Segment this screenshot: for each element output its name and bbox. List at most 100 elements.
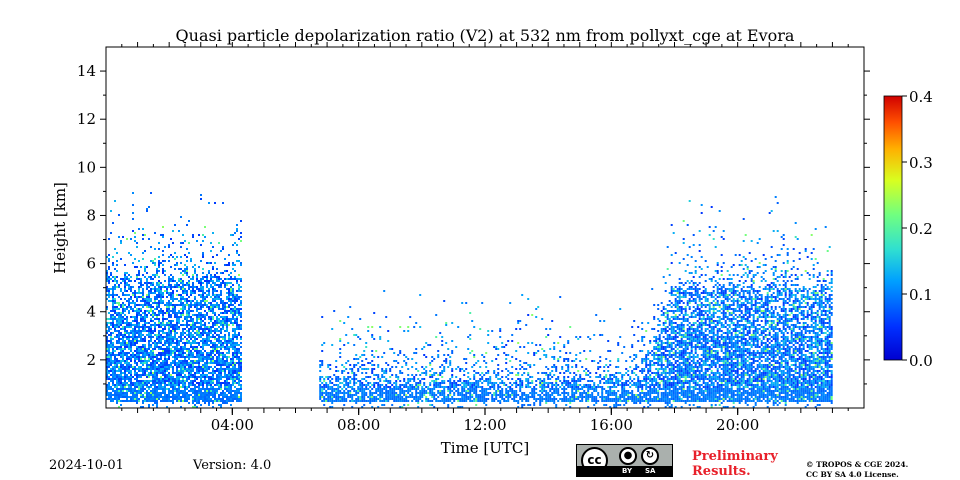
heatmap-cell	[148, 352, 150, 354]
heatmap-cell	[563, 394, 566, 396]
heatmap-cell	[128, 340, 130, 342]
heatmap-cell	[555, 404, 558, 406]
heatmap-cell	[126, 392, 128, 394]
heatmap-cell	[571, 386, 574, 388]
heatmap-cell	[206, 344, 208, 346]
heatmap-cell	[216, 400, 218, 402]
heatmap-cell	[162, 254, 164, 256]
heatmap-cell	[343, 396, 346, 398]
heatmap-cell	[116, 396, 118, 398]
heatmap-cell	[124, 348, 126, 350]
heatmap-cell	[224, 318, 226, 320]
heatmap-cell	[371, 384, 374, 386]
heatmap-cell	[200, 328, 202, 330]
heatmap-cell	[174, 224, 176, 226]
heatmap-cell	[455, 368, 458, 370]
heatmap-cell	[138, 370, 140, 372]
heatmap-cell	[182, 352, 184, 354]
heatmap-cell	[202, 240, 204, 242]
heatmap-cell	[487, 384, 490, 386]
heatmap-cell	[379, 392, 382, 394]
heatmap-cell	[451, 384, 454, 386]
heatmap-cell	[168, 374, 170, 376]
heatmap-cell	[363, 354, 366, 356]
heatmap-cell	[164, 246, 166, 248]
heatmap-cell	[136, 402, 138, 404]
heatmap-cell	[218, 338, 220, 340]
heatmap-cell	[180, 368, 182, 370]
heatmap-cell	[110, 398, 112, 400]
heatmap-cell	[497, 372, 500, 374]
heatmap-cell	[168, 344, 170, 346]
heatmap-cell	[200, 374, 202, 376]
heatmap-cell	[150, 396, 152, 398]
heatmap-cell	[435, 386, 438, 388]
heatmap-cell	[176, 298, 178, 300]
heatmap-cell	[138, 330, 140, 332]
heatmap-cell	[214, 300, 216, 302]
heatmap-cell	[407, 380, 410, 382]
heatmap-cell	[176, 264, 178, 266]
heatmap-cell	[164, 392, 166, 394]
heatmap-cell	[459, 406, 462, 408]
heatmap-cell	[126, 316, 128, 318]
heatmap-cell	[391, 366, 394, 368]
heatmap-cell	[459, 398, 462, 400]
heatmap-cell	[128, 368, 130, 370]
heatmap-cell	[142, 326, 144, 328]
heatmap-cell	[208, 318, 210, 320]
heatmap-cell	[190, 380, 192, 382]
heatmap-cell	[152, 380, 154, 382]
heatmap-cell	[234, 364, 236, 366]
heatmap-cell	[132, 366, 134, 368]
heatmap-cell	[331, 402, 334, 404]
heatmap-cell	[212, 396, 214, 398]
heatmap-cell	[170, 296, 172, 298]
heatmap-cell	[218, 298, 220, 300]
heatmap-cell	[437, 392, 440, 394]
heatmap-cell	[198, 382, 200, 384]
heatmap-cell	[319, 366, 322, 368]
heatmap-cell	[196, 392, 198, 394]
heatmap-cell	[599, 366, 602, 368]
heatmap-cell	[224, 264, 226, 266]
heatmap-cell	[122, 392, 124, 394]
heatmap-cell	[112, 390, 114, 392]
heatmap-cell	[152, 292, 154, 294]
heatmap-cell	[112, 380, 114, 382]
heatmap-cell	[160, 380, 162, 382]
heatmap-cell	[124, 274, 126, 276]
heatmap-cell	[401, 366, 404, 368]
heatmap-cell	[423, 392, 426, 394]
heatmap-cell	[427, 392, 430, 394]
heatmap-cell	[339, 390, 342, 392]
heatmap-cell	[232, 330, 234, 332]
heatmap-cell	[216, 328, 218, 330]
heatmap-cell	[174, 304, 176, 306]
heatmap-cell	[407, 392, 410, 394]
heatmap-cell	[194, 332, 196, 334]
heatmap-cell	[200, 324, 202, 326]
heatmap-cell	[142, 388, 144, 390]
heatmap-cell	[162, 236, 164, 238]
heatmap-cell	[541, 348, 544, 350]
heatmap-cell	[505, 368, 508, 370]
heatmap-cell	[196, 386, 198, 388]
heatmap-cell	[541, 392, 544, 394]
heatmap-cell	[226, 352, 228, 354]
heatmap-cell	[146, 366, 148, 368]
heatmap-cell	[234, 232, 236, 234]
heatmap-cell	[337, 390, 340, 392]
heatmap-cell	[399, 380, 402, 382]
heatmap-cell	[200, 278, 202, 280]
heatmap-cell	[144, 266, 146, 268]
heatmap-cell	[156, 400, 158, 402]
heatmap-cell	[357, 400, 360, 402]
heatmap-cell	[202, 376, 204, 378]
heatmap-cell	[186, 224, 188, 226]
heatmap-cell	[216, 350, 218, 352]
heatmap-cell	[501, 380, 504, 382]
heatmap-cell	[475, 396, 478, 398]
heatmap-cell	[222, 316, 224, 318]
heatmap-cell	[232, 268, 234, 270]
